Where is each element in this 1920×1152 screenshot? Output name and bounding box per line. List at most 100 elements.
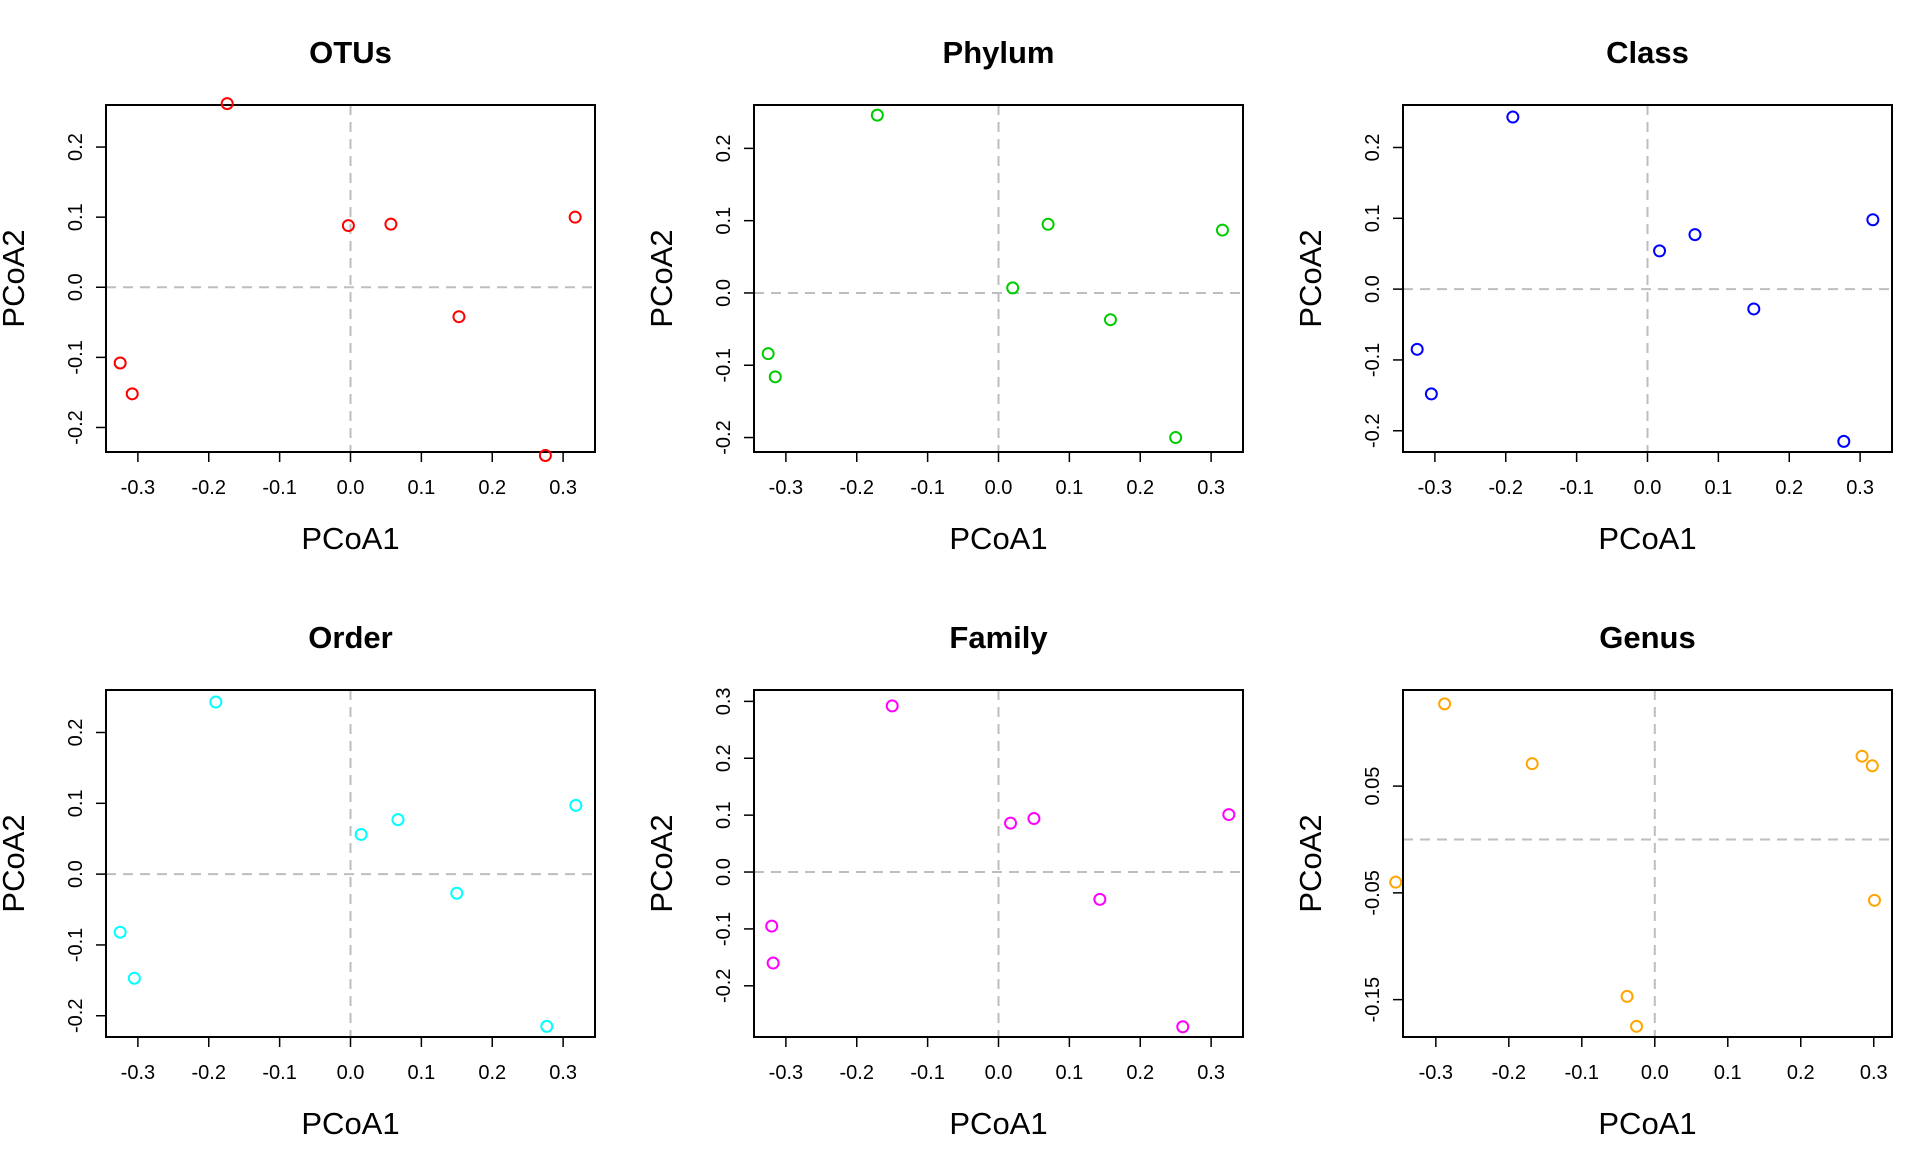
x-tick-label: 0.0 [337,1062,365,1084]
x-tick-label: 0.0 [985,1062,1013,1084]
x-tick-label: 0.3 [1860,1062,1888,1084]
x-tick-label: -0.2 [192,477,226,499]
y-tick-label: -0.05 [1362,870,1384,916]
data-point [1865,759,1879,773]
panel-title: Family [949,620,1048,655]
x-axis-title: PCoA1 [301,1106,399,1141]
x-tick-label: -0.3 [1418,477,1452,499]
data-point [538,449,552,463]
data-point [1169,431,1183,445]
panel-order: Order -0.3 -0.2 -0.1 0.0 0.1 0.2 0.3 -0.2 -0.1 0.0… [0,620,596,1141]
y-axis-title: PCoA2 [1293,814,1328,912]
x-tick-label: -0.2 [840,477,874,499]
x-tick-label: 0.1 [1704,477,1732,499]
y-tick-label: -0.2 [65,410,87,444]
x-tick-label: 0.2 [478,477,506,499]
y-tick-label: 0.2 [713,744,735,772]
data-point [870,108,884,122]
data-point [113,356,127,370]
y-axis-title: PCoA2 [644,814,679,912]
x-tick-label: -0.1 [1559,477,1593,499]
data-point [885,699,899,713]
panel-genus: Genus -0.3 -0.2 -0.1 0.0 0.1 0.2 0.3 -0.15 -0.05 0… [1293,620,1893,1141]
data-point [220,97,234,111]
x-tick-label: 0.1 [1055,1062,1083,1084]
data-point [1867,893,1881,907]
x-tick-label: -0.1 [1565,1062,1599,1084]
x-tick-label: 0.1 [1055,477,1083,499]
y-axis-title: PCoA2 [0,229,31,327]
x-tick-label: -0.2 [1489,477,1523,499]
y-tick-label: 0.2 [713,134,735,162]
y-tick-label: -0.2 [1362,414,1384,448]
y-axis-title: PCoA2 [0,814,31,912]
data-point [1688,228,1702,242]
y-tick-label: -0.15 [1362,977,1384,1023]
x-tick-label: 0.3 [549,477,577,499]
x-tick-label: 0.3 [549,1062,577,1084]
data-point [391,813,405,827]
x-tick-label: -0.2 [192,1062,226,1084]
x-tick-label: 0.0 [985,477,1013,499]
y-tick-label: 0.2 [1362,134,1384,162]
y-tick-label: 0.1 [713,801,735,829]
y-tick-label: -0.1 [1362,343,1384,377]
data-point [1004,816,1018,830]
x-tick-label: 0.2 [1126,477,1154,499]
data-point [768,370,782,384]
x-tick-label: -0.1 [262,477,296,499]
x-axis-title: PCoA1 [1598,1106,1696,1141]
x-axis-title: PCoA1 [1598,521,1696,556]
y-tick-label: 0.0 [65,273,87,301]
data-point [1176,1020,1190,1034]
data-point [341,219,355,233]
y-tick-label: 0.2 [65,133,87,161]
data-point [1866,213,1880,227]
data-point [354,827,368,841]
data-point [1438,697,1452,711]
data-point [568,210,582,224]
x-tick-label: 0.0 [1641,1062,1669,1084]
data-point [1103,313,1117,327]
x-tick-label: -0.2 [840,1062,874,1084]
data-point [1855,749,1869,763]
data-point [1389,875,1403,889]
y-tick-label: 0.05 [1362,767,1384,806]
x-tick-label: 0.1 [1714,1062,1742,1084]
x-axis-title: PCoA1 [949,521,1047,556]
data-point [384,217,398,231]
x-tick-label: -0.3 [769,1062,803,1084]
y-tick-label: 0.1 [713,207,735,235]
x-tick-label: -0.1 [910,1062,944,1084]
data-point [569,798,583,812]
data-point [1525,757,1539,771]
data-point [1747,302,1761,316]
data-point [1424,387,1438,401]
data-point [1215,223,1229,237]
x-tick-label: 0.1 [407,477,435,499]
data-point [1837,434,1851,448]
x-tick-label: 0.2 [1775,477,1803,499]
data-point [1653,244,1667,258]
data-point [1630,1019,1644,1033]
x-tick-label: -0.1 [910,477,944,499]
panel-title: OTUs [309,35,392,70]
panel-family: Family -0.3 -0.2 -0.1 0.0 0.1 0.2 0.3 -0.2 -0.1 0.… [644,620,1244,1141]
x-tick-label: 0.2 [1787,1062,1815,1084]
y-tick-label: 0.0 [65,860,87,888]
y-tick-label: 0.3 [713,687,735,715]
data-point [1506,110,1520,124]
panel-title: Class [1606,35,1689,70]
data-point [766,956,780,970]
x-tick-label: -0.3 [769,477,803,499]
x-tick-label: -0.3 [121,1062,155,1084]
y-tick-label: -0.2 [713,969,735,1003]
x-tick-label: 0.0 [337,477,365,499]
y-tick-label: 0.1 [65,789,87,817]
data-point [127,971,141,985]
x-tick-label: 0.2 [478,1062,506,1084]
x-tick-label: 0.0 [1634,477,1662,499]
data-point [1093,892,1107,906]
data-point [209,695,223,709]
